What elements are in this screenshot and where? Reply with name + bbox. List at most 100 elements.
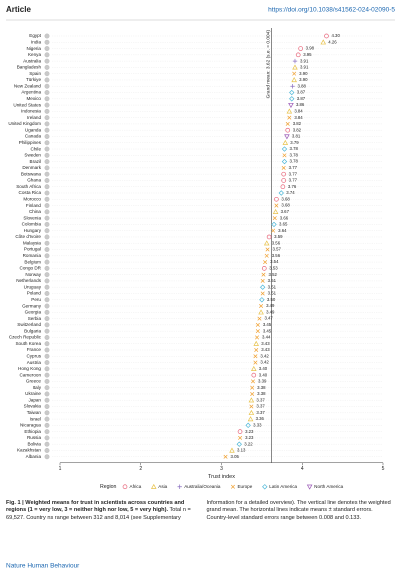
value-label: 3.13 (237, 448, 246, 453)
point (282, 139, 289, 145)
flag (44, 259, 50, 265)
point (258, 309, 264, 315)
point (285, 121, 290, 126)
country-label: Romania (23, 253, 42, 258)
flag (44, 165, 50, 171)
footer: Nature Human Behaviour (6, 563, 80, 570)
country-label: Denmark (22, 165, 41, 170)
point (259, 304, 264, 309)
value-label: 3.81 (292, 134, 301, 139)
country-label: Türkiye (26, 77, 42, 82)
flag (44, 134, 50, 139)
value-label: 3.87 (297, 96, 306, 101)
value-label: 3.76 (288, 184, 297, 189)
flag (44, 146, 50, 152)
point (272, 208, 279, 214)
country-label: Serbia (28, 316, 42, 321)
value-label: 4.30 (331, 33, 340, 38)
point (320, 39, 327, 45)
flag (44, 309, 50, 315)
value-label: 3.51 (268, 284, 277, 289)
point (272, 216, 277, 221)
point (271, 221, 277, 228)
country-label: Austria (27, 360, 42, 365)
value-label: 3.91 (300, 58, 309, 63)
country-label: Portugal (24, 247, 41, 252)
value-label: 3.68 (281, 203, 290, 208)
value-label: 3.23 (245, 429, 254, 434)
flag (44, 234, 50, 240)
point (263, 240, 270, 246)
point (260, 278, 265, 283)
point (285, 127, 291, 133)
point (265, 247, 270, 252)
flag (44, 127, 50, 133)
point (266, 234, 272, 240)
value-label: 3.45 (263, 328, 272, 333)
country-label: Nicaragua (20, 423, 41, 428)
flag (44, 297, 50, 303)
legend-marker (230, 484, 235, 489)
country-label: Philippines (19, 140, 42, 145)
country-label: United States (13, 102, 41, 107)
point (292, 71, 297, 76)
country-label: Switzerland (17, 322, 41, 327)
country-label: Slovakia (24, 404, 42, 409)
flag (44, 90, 50, 95)
country-label: Russia (27, 435, 41, 440)
x-tick-label: 2 (139, 466, 142, 472)
country-label: Bolivia (27, 441, 41, 446)
flag (44, 184, 50, 190)
country-label: Congo DR (20, 266, 42, 271)
flag (44, 102, 50, 108)
value-label: 3.87 (297, 90, 306, 95)
flag (44, 247, 50, 252)
value-label: 3.47 (264, 316, 273, 321)
country-label: Cameroon (20, 372, 42, 377)
country-label: Côte d'Ivoire (15, 234, 41, 239)
flag (44, 316, 50, 322)
point (286, 108, 293, 114)
point (251, 365, 257, 371)
country-label: Colombia (22, 222, 42, 227)
flag (44, 272, 50, 278)
value-label: 3.56 (272, 240, 281, 245)
country-label: Argentina (21, 90, 41, 95)
flag (44, 209, 50, 215)
value-label: 3.78 (289, 159, 298, 164)
point (281, 165, 286, 170)
flag (44, 404, 50, 409)
point (259, 284, 266, 290)
value-label: 3.49 (266, 303, 275, 308)
flag (44, 303, 50, 309)
country-label: South Africa (16, 184, 41, 189)
flag (44, 240, 50, 246)
country-label: Botswana (21, 171, 42, 176)
country-label: Ethiopia (24, 429, 41, 434)
country-label: Egypt (29, 33, 41, 38)
point (291, 77, 297, 83)
country-label: Uruguay (24, 284, 42, 289)
value-label: 3.53 (269, 266, 278, 271)
point (223, 454, 228, 459)
legend-marker (262, 484, 268, 490)
flag (44, 121, 50, 127)
flag (44, 58, 50, 64)
flag (44, 291, 50, 296)
point (250, 379, 256, 384)
flag (44, 391, 50, 397)
country-label: Japan (28, 397, 41, 402)
point (287, 115, 292, 120)
legend-label: North America (314, 484, 344, 489)
value-label: 3.42 (260, 360, 269, 365)
country-label: Uganda (25, 127, 42, 132)
country-label: Nigeria (26, 46, 41, 51)
legend-label: Latin America (269, 484, 297, 489)
country-label: Georgia (25, 310, 42, 315)
value-label: 3.51 (268, 291, 277, 296)
caption-title: Fig. 1 | Weighted means for trust in sci… (6, 500, 185, 514)
flag (44, 96, 50, 102)
caption: Fig. 1 | Weighted means for trust in sci… (6, 500, 395, 522)
point (284, 134, 290, 140)
